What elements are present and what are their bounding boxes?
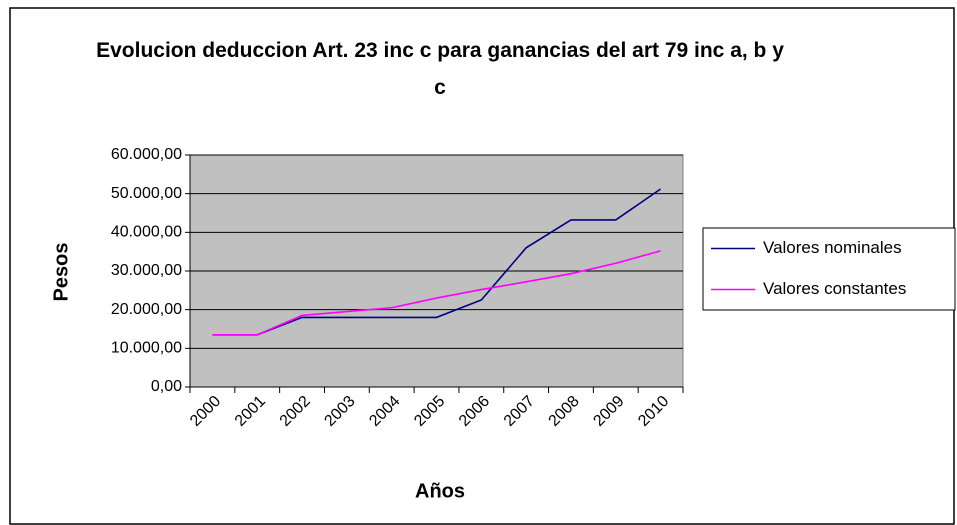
y-tick-label: 60.000,00 bbox=[111, 146, 182, 163]
y-tick-label: 30.000,00 bbox=[111, 262, 182, 279]
y-tick-label: 40.000,00 bbox=[111, 224, 182, 241]
y-tick-label: 0,00 bbox=[151, 378, 182, 395]
legend bbox=[702, 227, 956, 311]
y-axis-label: Pesos bbox=[50, 243, 72, 302]
y-tick-label: 50.000,00 bbox=[111, 185, 182, 202]
chart-title: Evolucion deduccion Art. 23 inc c para g… bbox=[96, 39, 784, 99]
y-tick-label: 20.000,00 bbox=[111, 301, 182, 318]
legend-label: Valores nominales bbox=[763, 238, 902, 257]
line-series bbox=[212, 188, 662, 336]
line-series bbox=[212, 250, 661, 336]
y-tick-label: 10.000,00 bbox=[111, 340, 182, 357]
legend-label: Valores constantes bbox=[763, 279, 906, 298]
x-axis-label: Años bbox=[415, 480, 465, 502]
